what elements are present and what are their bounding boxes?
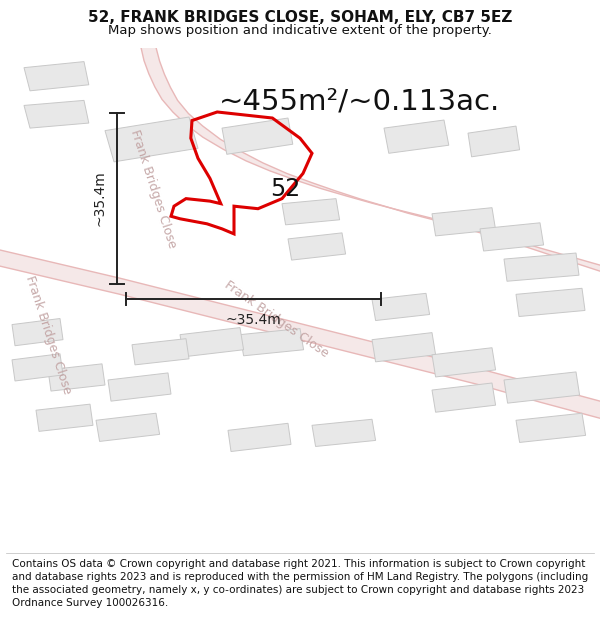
Polygon shape [504,253,579,281]
Polygon shape [516,413,586,442]
Text: Frank Bridges Close: Frank Bridges Close [221,279,331,361]
Polygon shape [372,332,436,362]
Polygon shape [96,413,160,441]
Polygon shape [516,288,585,316]
Polygon shape [12,354,63,381]
Text: 52: 52 [270,176,300,201]
Polygon shape [12,319,63,346]
Text: Frank Bridges Close: Frank Bridges Close [23,274,73,396]
Polygon shape [288,233,346,260]
Polygon shape [432,348,496,377]
Polygon shape [222,118,293,154]
Text: ~35.4m: ~35.4m [92,171,106,226]
Text: ~455m²/~0.113ac.: ~455m²/~0.113ac. [220,88,500,116]
Polygon shape [24,62,89,91]
Polygon shape [0,250,600,418]
Polygon shape [282,199,340,225]
Polygon shape [312,419,376,446]
Text: Map shows position and indicative extent of the property.: Map shows position and indicative extent… [108,24,492,37]
Polygon shape [240,329,304,356]
Polygon shape [180,328,244,357]
Text: 52, FRANK BRIDGES CLOSE, SOHAM, ELY, CB7 5EZ: 52, FRANK BRIDGES CLOSE, SOHAM, ELY, CB7… [88,9,512,24]
Polygon shape [132,339,189,365]
Polygon shape [228,423,291,451]
Polygon shape [48,364,105,391]
Polygon shape [36,404,93,431]
Polygon shape [108,373,171,401]
Polygon shape [504,372,580,403]
Polygon shape [480,222,544,251]
Text: Contains OS data © Crown copyright and database right 2021. This information is : Contains OS data © Crown copyright and d… [12,559,588,608]
Polygon shape [372,293,430,321]
Polygon shape [384,120,449,153]
Polygon shape [24,101,89,128]
Polygon shape [105,117,198,162]
Text: ~35.4m: ~35.4m [226,314,281,328]
Polygon shape [468,126,520,157]
Polygon shape [432,383,496,412]
Polygon shape [141,48,600,271]
Text: Frank Bridges Close: Frank Bridges Close [128,127,178,249]
Polygon shape [432,208,496,236]
